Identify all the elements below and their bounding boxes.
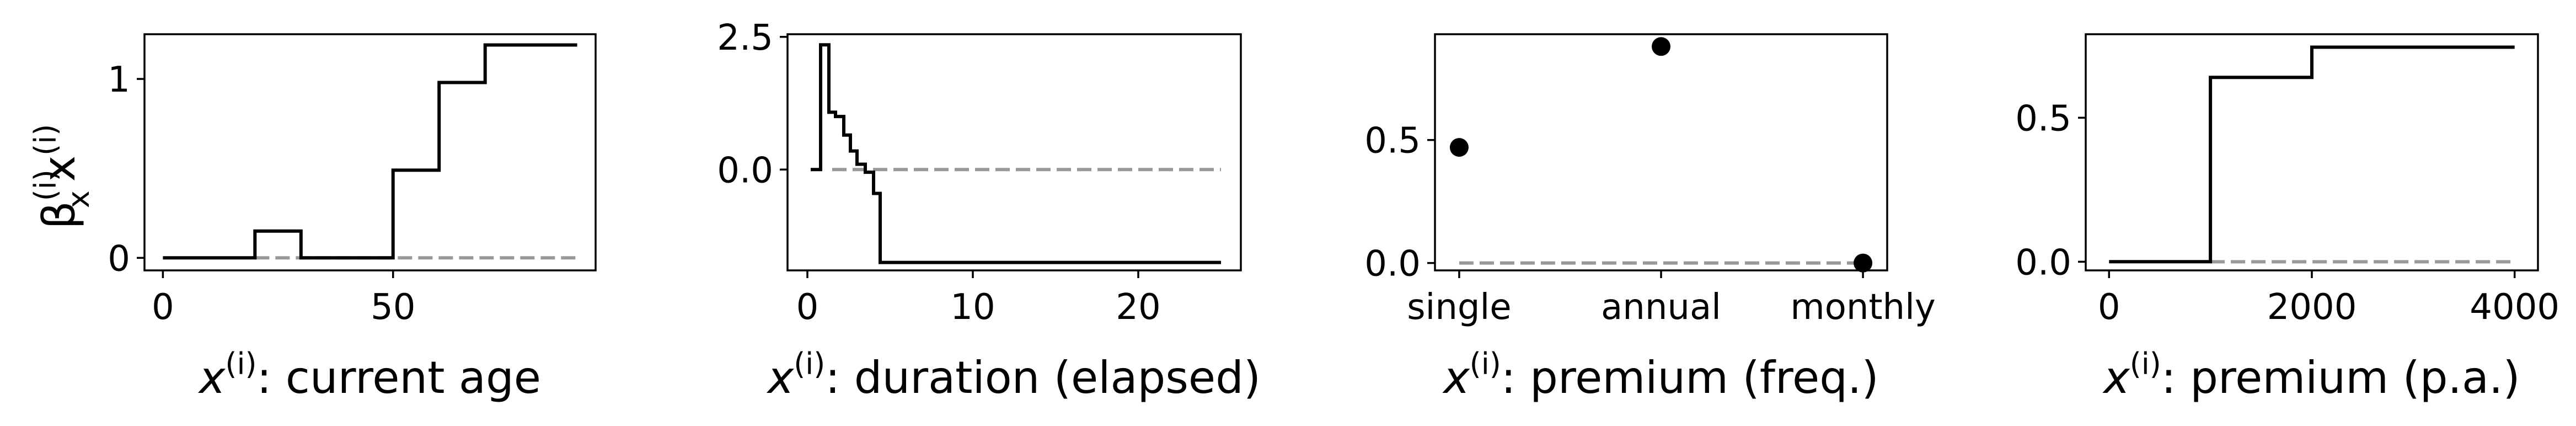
panel-duration: 0 10 20 0.0 2.5 x(i): duration (elapsed) bbox=[717, 18, 1261, 403]
series-line bbox=[811, 43, 1221, 264]
x-label-var: x bbox=[766, 352, 795, 403]
x-label-text: : premium (p.a.) bbox=[2161, 352, 2520, 403]
x-tick-label: 0 bbox=[796, 287, 819, 328]
data-point bbox=[1854, 253, 1873, 273]
x-label-var: x bbox=[1442, 352, 1470, 403]
x-label-text: : premium (freq.) bbox=[1501, 352, 1879, 403]
y-tick-label: 0.0 bbox=[717, 150, 773, 191]
y-label-x: x bbox=[34, 156, 85, 182]
y-label-sup: (i) bbox=[28, 169, 63, 201]
x-label-sup: (i) bbox=[1470, 347, 1501, 381]
y-tick-label: 0.5 bbox=[2015, 98, 2071, 139]
y-tick-label: 1 bbox=[108, 60, 130, 100]
x-tick-label: 10 bbox=[950, 287, 995, 328]
series-line bbox=[2109, 45, 2515, 264]
x-tick-label: single bbox=[1407, 287, 1511, 328]
x-tick-label: annual bbox=[1601, 287, 1721, 328]
y-tick-label: 0 bbox=[108, 238, 130, 279]
y-tick-label: 0.5 bbox=[1364, 121, 1421, 162]
x-label-text: : duration (elapsed) bbox=[825, 352, 1261, 403]
y-label-sub: x bbox=[61, 190, 96, 208]
x-tick-label: 0 bbox=[2098, 287, 2120, 328]
x-label-sup: (i) bbox=[794, 347, 825, 381]
x-axis-label: x(i): premium (p.a.) bbox=[2102, 347, 2520, 403]
y-tick-label: 0.0 bbox=[2015, 242, 2071, 283]
y-label-x-sup: (i) bbox=[28, 124, 63, 156]
x-axis-label: x(i): premium (freq.) bbox=[1442, 347, 1878, 403]
x-tick-label: 50 bbox=[371, 287, 415, 328]
panel-current-age: 0 50 0 1 x(i): current age bbox=[108, 33, 597, 403]
x-tick-label: 2000 bbox=[2267, 287, 2357, 328]
y-tick-label: 0.0 bbox=[1364, 244, 1421, 285]
x-tick-label: 4000 bbox=[2470, 287, 2559, 328]
x-label-var: x bbox=[2102, 352, 2130, 403]
x-tick-label: 0 bbox=[152, 287, 174, 328]
x-axis-label: x(i): current age bbox=[197, 347, 541, 403]
y-label-beta: β bbox=[34, 201, 85, 229]
data-point bbox=[1449, 138, 1469, 157]
series-line bbox=[163, 43, 577, 260]
panel-premium-freq: single annual monthly 0.0 0.5 x(i): premium (… bbox=[1364, 33, 1936, 403]
panel-premium-pa: 0 2000 4000 0.0 0.5 x(i): premium (p.a.) bbox=[2015, 33, 2559, 403]
x-label-var: x bbox=[197, 352, 226, 403]
x-axis-label: x(i): duration (elapsed) bbox=[766, 347, 1261, 403]
y-axis-label: β(i)xx(i) bbox=[28, 124, 96, 230]
x-tick-label: 20 bbox=[1116, 287, 1160, 328]
x-label-sup: (i) bbox=[225, 347, 256, 381]
plot-frame bbox=[143, 33, 597, 271]
data-point bbox=[1652, 37, 1670, 56]
plot-frame bbox=[786, 33, 1242, 271]
x-label-text: : current age bbox=[257, 352, 541, 403]
x-label-sup: (i) bbox=[2130, 347, 2161, 381]
y-tick-label: 2.5 bbox=[717, 18, 773, 58]
x-tick-label: monthly bbox=[1790, 287, 1935, 328]
plot-frame bbox=[1434, 33, 1888, 271]
